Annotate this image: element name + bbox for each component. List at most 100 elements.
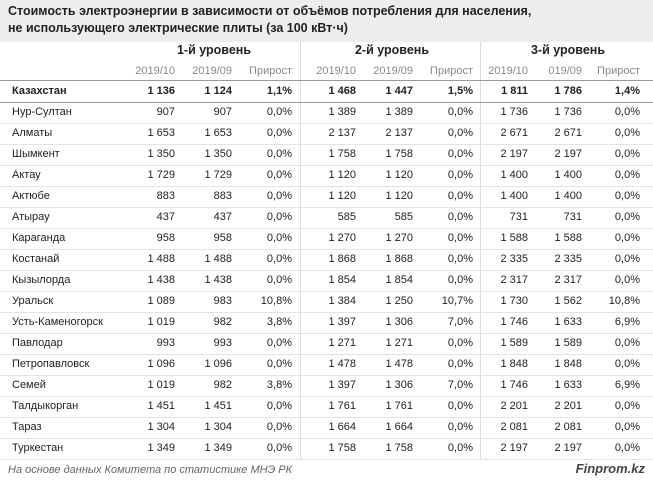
row-rule <box>0 165 653 166</box>
cell: 1 019 <box>147 316 175 328</box>
cell: 1 478 <box>385 358 413 370</box>
row-label: Семей <box>12 379 46 391</box>
row-rule <box>0 333 653 334</box>
cell: 0,0% <box>447 169 473 181</box>
cell: 0,0% <box>447 400 473 412</box>
cell: 1 304 <box>204 421 232 433</box>
title: не использующего электрические плиты (за… <box>8 21 348 35</box>
cell: 731 <box>509 211 528 223</box>
row-label: Нур-Султан <box>12 106 72 118</box>
cell: 0,0% <box>614 421 640 433</box>
cell: 1 120 <box>385 169 413 181</box>
row-rule <box>0 102 653 103</box>
cell: 0,0% <box>614 253 640 265</box>
cell: 1,5% <box>447 85 473 97</box>
cell: 1 136 <box>147 85 175 97</box>
cell: 1 349 <box>147 442 175 454</box>
cell: 1,1% <box>266 85 292 97</box>
cell: 0,0% <box>447 211 473 223</box>
cell: 1 438 <box>147 274 175 286</box>
cell: 0,0% <box>447 421 473 433</box>
cell: 1 758 <box>385 442 413 454</box>
cell: 437 <box>156 211 175 223</box>
cell: 7,0% <box>447 316 473 328</box>
cell: 0,0% <box>447 232 473 244</box>
cell: 1 270 <box>328 232 356 244</box>
cell: 2 197 <box>500 442 528 454</box>
cell: 1 730 <box>500 295 528 307</box>
cell: 0,0% <box>614 127 640 139</box>
cell: 0,0% <box>614 442 640 454</box>
row-rule <box>0 291 653 292</box>
cell: 0,0% <box>614 274 640 286</box>
row-rule <box>0 186 653 187</box>
cell: 0,0% <box>266 421 292 433</box>
cell: 1 250 <box>385 295 413 307</box>
row-label: Алматы <box>12 127 53 139</box>
cell: 1 811 <box>501 85 528 97</box>
cell: 0,0% <box>266 169 292 181</box>
cell: 1 447 <box>385 85 413 97</box>
cell: 1 478 <box>328 358 356 370</box>
cell: 0,0% <box>266 274 292 286</box>
cell: 1 588 <box>554 232 582 244</box>
row-rule <box>0 354 653 355</box>
cell: 1 019 <box>147 379 175 391</box>
cell: 0,0% <box>447 148 473 160</box>
column-header: Прирост <box>597 65 640 77</box>
cell: 0,0% <box>614 106 640 118</box>
cell: 2 081 <box>554 421 582 433</box>
cell: 1 306 <box>385 379 413 391</box>
cell: 1 746 <box>500 316 528 328</box>
cell: 1 786 <box>554 85 582 97</box>
cell: 1 120 <box>328 169 356 181</box>
cell: 982 <box>213 316 232 328</box>
row-label: Усть-Каменогорск <box>12 316 103 328</box>
row-label: Туркестан <box>12 442 64 454</box>
cell: 1 349 <box>204 442 232 454</box>
cell: 1 758 <box>328 442 356 454</box>
cell: 1 451 <box>204 400 232 412</box>
row-rule <box>0 123 653 124</box>
cell: 6,9% <box>614 316 640 328</box>
row-label: Уральск <box>12 295 54 307</box>
cell: 1 562 <box>554 295 582 307</box>
cell: 0,0% <box>447 358 473 370</box>
cell: 1 664 <box>385 421 413 433</box>
cell: 1 400 <box>500 190 528 202</box>
cell: 1 304 <box>147 421 175 433</box>
cell: 2 137 <box>328 127 356 139</box>
cell: 1 096 <box>204 358 232 370</box>
row-rule <box>0 396 653 397</box>
cell: 0,0% <box>266 148 292 160</box>
cell: 982 <box>213 379 232 391</box>
cell: 2 197 <box>554 442 582 454</box>
cell: 983 <box>213 295 232 307</box>
cell: 0,0% <box>614 232 640 244</box>
cell: 1 400 <box>554 169 582 181</box>
cell: 0,0% <box>266 106 292 118</box>
cell: 1 633 <box>554 379 582 391</box>
cell: 0,0% <box>614 358 640 370</box>
cell: 1 761 <box>328 400 356 412</box>
cell: 7,0% <box>447 379 473 391</box>
cell: 1 120 <box>385 190 413 202</box>
cell: 2 137 <box>385 127 413 139</box>
row-label: Петропавловск <box>12 358 90 370</box>
cell: 1 868 <box>385 253 413 265</box>
cell: 2 335 <box>554 253 582 265</box>
cell: 731 <box>563 211 582 223</box>
cell: 437 <box>213 211 232 223</box>
title-band <box>0 0 653 42</box>
cell: 0,0% <box>447 274 473 286</box>
row-label: Атырау <box>12 211 50 223</box>
cell: 1 761 <box>385 400 413 412</box>
cell: 993 <box>213 337 232 349</box>
cell: 1 350 <box>147 148 175 160</box>
column-header: 2019/09 <box>373 65 413 77</box>
cell: 883 <box>156 190 175 202</box>
cell: 0,0% <box>266 337 292 349</box>
cell: 0,0% <box>266 232 292 244</box>
cell: 2 201 <box>500 400 528 412</box>
